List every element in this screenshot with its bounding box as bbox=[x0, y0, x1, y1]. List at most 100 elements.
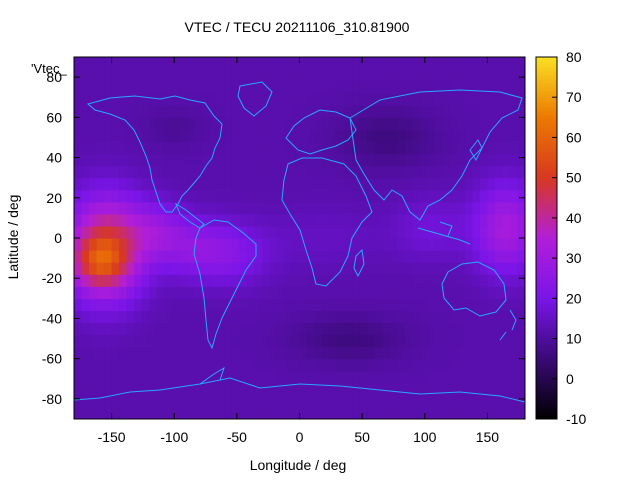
heatmap-cell bbox=[487, 117, 496, 130]
heatmap-cell bbox=[367, 274, 376, 287]
heatmap-cell bbox=[111, 238, 120, 251]
heatmap-cell bbox=[126, 69, 135, 82]
heatmap-cell bbox=[322, 358, 331, 372]
heatmap-cell bbox=[337, 238, 346, 251]
heatmap-cell bbox=[261, 57, 271, 70]
heatmap-cell bbox=[164, 117, 173, 130]
heatmap-cell bbox=[442, 382, 451, 396]
heatmap-cell bbox=[487, 189, 496, 203]
heatmap-cell bbox=[291, 213, 301, 227]
heatmap-cell bbox=[171, 225, 180, 239]
heatmap-cell bbox=[119, 346, 128, 360]
heatmap-cell bbox=[284, 117, 293, 130]
heatmap-cell bbox=[472, 298, 481, 311]
heatmap-cell bbox=[457, 201, 466, 215]
heatmap-cell bbox=[449, 394, 458, 408]
heatmap-cell bbox=[344, 165, 353, 179]
heatmap-cell bbox=[104, 57, 113, 70]
heatmap-cell bbox=[494, 394, 504, 408]
heatmap-cell bbox=[479, 141, 489, 155]
heatmap-cell bbox=[427, 238, 436, 251]
heatmap-cell bbox=[479, 153, 489, 167]
heatmap-cell bbox=[104, 238, 113, 251]
heatmap-cell bbox=[344, 382, 353, 396]
heatmap-cell bbox=[479, 129, 489, 143]
heatmap-cell bbox=[74, 262, 83, 275]
heatmap-cell bbox=[329, 129, 338, 143]
heatmap-cell bbox=[231, 69, 240, 82]
heatmap-cell bbox=[269, 358, 278, 372]
heatmap-cell bbox=[96, 238, 105, 251]
heatmap-cell bbox=[464, 117, 473, 130]
heatmap-cell bbox=[246, 358, 255, 372]
heatmap-cell bbox=[487, 406, 496, 419]
heatmap-cell bbox=[322, 105, 331, 118]
heatmap-cell bbox=[81, 93, 90, 106]
heatmap-cell bbox=[141, 382, 150, 396]
heatmap-cell bbox=[81, 225, 90, 239]
heatmap-cell bbox=[246, 129, 255, 143]
coastline-europe bbox=[285, 109, 357, 155]
heatmap-cell bbox=[284, 370, 293, 384]
heatmap-cell bbox=[269, 81, 278, 94]
heatmap-cell bbox=[314, 394, 323, 408]
heatmap-cell bbox=[149, 141, 158, 155]
heatmap-cell bbox=[397, 81, 406, 94]
heatmap-cell bbox=[89, 153, 98, 167]
heatmap-cell bbox=[344, 406, 353, 419]
heatmap-cell bbox=[314, 201, 323, 215]
heatmap-cell bbox=[141, 286, 150, 299]
heatmap-cell bbox=[276, 406, 286, 419]
heatmap-cell bbox=[397, 69, 406, 82]
heatmap-cell bbox=[307, 298, 316, 311]
y-axis-label: Latitude / deg bbox=[5, 195, 21, 280]
heatmap-cell bbox=[119, 129, 128, 143]
heatmap-cell bbox=[404, 129, 413, 143]
heatmap-cell bbox=[314, 57, 323, 70]
heatmap-cell bbox=[89, 201, 98, 215]
heatmap-cell bbox=[74, 382, 83, 396]
heatmap-cell bbox=[171, 358, 180, 372]
heatmap-cell bbox=[164, 81, 173, 94]
heatmap-cell bbox=[231, 298, 240, 311]
heatmap-cell bbox=[404, 250, 413, 263]
heatmap-cell bbox=[434, 105, 443, 118]
heatmap-cell bbox=[397, 225, 406, 239]
heatmap-cell bbox=[479, 165, 489, 179]
heatmap-cell bbox=[352, 322, 361, 336]
heatmap-cell bbox=[156, 81, 165, 94]
heatmap-cell bbox=[284, 286, 293, 299]
heatmap-cell bbox=[487, 346, 496, 360]
heatmap-cell bbox=[329, 153, 338, 167]
heatmap-cell bbox=[269, 177, 278, 191]
heatmap-cell bbox=[224, 105, 233, 118]
heatmap-cell bbox=[141, 165, 150, 179]
heatmap-cell bbox=[224, 153, 233, 167]
colorbar-tick-label: 80 bbox=[566, 49, 582, 65]
heatmap-cell bbox=[186, 117, 195, 130]
heatmap-cell bbox=[397, 394, 406, 408]
heatmap-cell bbox=[239, 141, 248, 155]
heatmap-cell bbox=[367, 153, 376, 167]
heatmap-cell bbox=[89, 213, 98, 227]
heatmap-cell bbox=[96, 274, 105, 287]
heatmap-cell bbox=[329, 225, 338, 239]
heatmap-cell bbox=[359, 57, 368, 70]
heatmap-cell bbox=[457, 346, 466, 360]
heatmap-cell bbox=[419, 153, 428, 167]
heatmap-cell bbox=[389, 334, 398, 348]
heatmap-cell bbox=[352, 394, 361, 408]
heatmap-cell bbox=[322, 334, 331, 348]
heatmap-cell bbox=[457, 298, 466, 311]
heatmap-cell bbox=[449, 334, 458, 348]
heatmap-cell bbox=[209, 334, 218, 348]
heatmap-cell bbox=[179, 370, 188, 384]
heatmap-cell bbox=[261, 165, 271, 179]
heatmap-cell bbox=[434, 177, 443, 191]
heatmap-cell bbox=[412, 177, 421, 191]
heatmap-cell bbox=[119, 382, 128, 396]
heatmap-cell bbox=[352, 165, 361, 179]
heatmap-cell bbox=[434, 81, 443, 94]
heatmap-cell bbox=[479, 69, 489, 82]
heatmap-cell bbox=[74, 322, 83, 336]
